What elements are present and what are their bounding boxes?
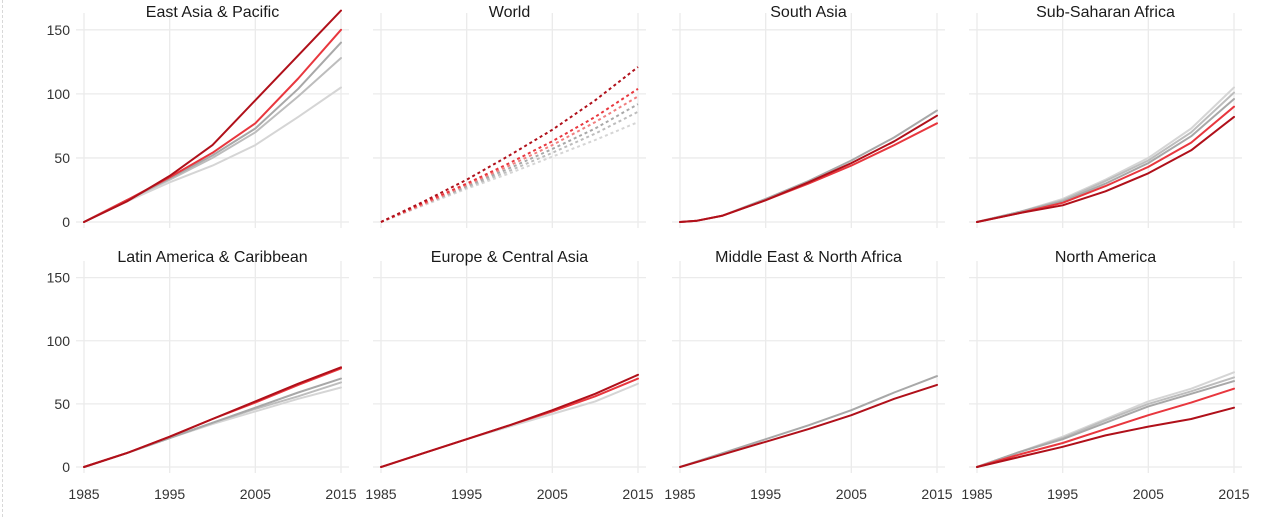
panel-2: South Asia — [672, 4, 945, 228]
panel-1: World — [373, 4, 646, 228]
x-tick-label: 1985 — [68, 486, 99, 502]
series-line-gray_dark — [976, 98, 1235, 223]
x-tick-label: 1985 — [961, 486, 992, 502]
series-line-gray_dark — [380, 103, 639, 223]
y-tick-label: 100 — [47, 333, 71, 349]
panel-0: East Asia & Pacific 0 50 100 150 — [47, 4, 349, 230]
series-line-gray_light — [976, 86, 1235, 223]
x-tick-label: 2015 — [921, 486, 952, 502]
x-tick-label: 2005 — [1133, 486, 1164, 502]
series-line-dark_red — [976, 406, 1235, 468]
panel-title: Europe & Central Asia — [431, 249, 589, 266]
panel-title: Sub-Saharan Africa — [1036, 4, 1175, 21]
series-line-dark_red — [83, 9, 342, 223]
x-tick-label: 1995 — [154, 486, 185, 502]
panel-title: World — [489, 4, 531, 21]
x-tick-label: 2005 — [537, 486, 568, 502]
series-line-red — [976, 387, 1235, 468]
y-tick-label: 150 — [47, 22, 71, 38]
series-line-dark_red — [679, 114, 938, 223]
x-tick-label: 1985 — [664, 486, 695, 502]
panel-title: Latin America & Caribbean — [117, 249, 307, 266]
series-line-gray_dark — [976, 380, 1235, 468]
y-tick-label: 50 — [54, 150, 70, 166]
y-tick-label: 50 — [54, 396, 70, 412]
panel-3: Sub-Saharan Africa — [969, 4, 1242, 228]
x-tick-label: 1995 — [750, 486, 781, 502]
y-tick-label: 150 — [47, 270, 71, 286]
series-line-dark_red — [679, 383, 938, 468]
series-line-gray_dark — [679, 375, 938, 468]
series-line-gray_mid — [380, 110, 639, 223]
panel-title: North America — [1055, 249, 1156, 266]
x-tick-label: 1995 — [1047, 486, 1078, 502]
y-tick-label: 100 — [47, 86, 71, 102]
y-tick-label: 0 — [62, 214, 70, 230]
x-tick-label: 2005 — [240, 486, 271, 502]
panel-title: South Asia — [770, 4, 847, 21]
series-line-dark_red — [83, 366, 342, 468]
page-left-border — [2, 0, 3, 517]
series-line-red — [83, 367, 342, 468]
series-line-gray_light — [380, 121, 639, 223]
series-line-gray_dark — [679, 109, 938, 223]
y-tick-label: 0 — [62, 459, 70, 475]
panel-4: Latin America & Caribbean 0 50 100 150 1985 19… — [47, 249, 357, 502]
panel-6: Middle East & North Africa 1985 1995 2005 20… — [664, 249, 952, 502]
x-tick-label: 1995 — [451, 486, 482, 502]
x-tick-label: 2015 — [325, 486, 356, 502]
x-tick-label: 2005 — [836, 486, 867, 502]
x-tick-label: 2015 — [622, 486, 653, 502]
panel-title: East Asia & Pacific — [146, 4, 279, 21]
x-tick-label: 2015 — [1218, 486, 1249, 502]
series-line-dark_red — [380, 373, 639, 468]
series-line-dark_red — [380, 66, 639, 223]
series-line-gray_dark — [83, 41, 342, 223]
series-line-red — [83, 28, 342, 223]
panel-7: North America 1985 1995 2005 2015 — [961, 249, 1249, 502]
x-tick-label: 1985 — [365, 486, 396, 502]
series-line-gray_mid — [83, 57, 342, 223]
panel-5: Europe & Central Asia 1985 1995 2005 2015 — [365, 249, 653, 502]
series-line-dark_red — [976, 115, 1235, 223]
panel-title: Middle East & North Africa — [715, 249, 902, 266]
series-line-light_red — [380, 95, 639, 223]
